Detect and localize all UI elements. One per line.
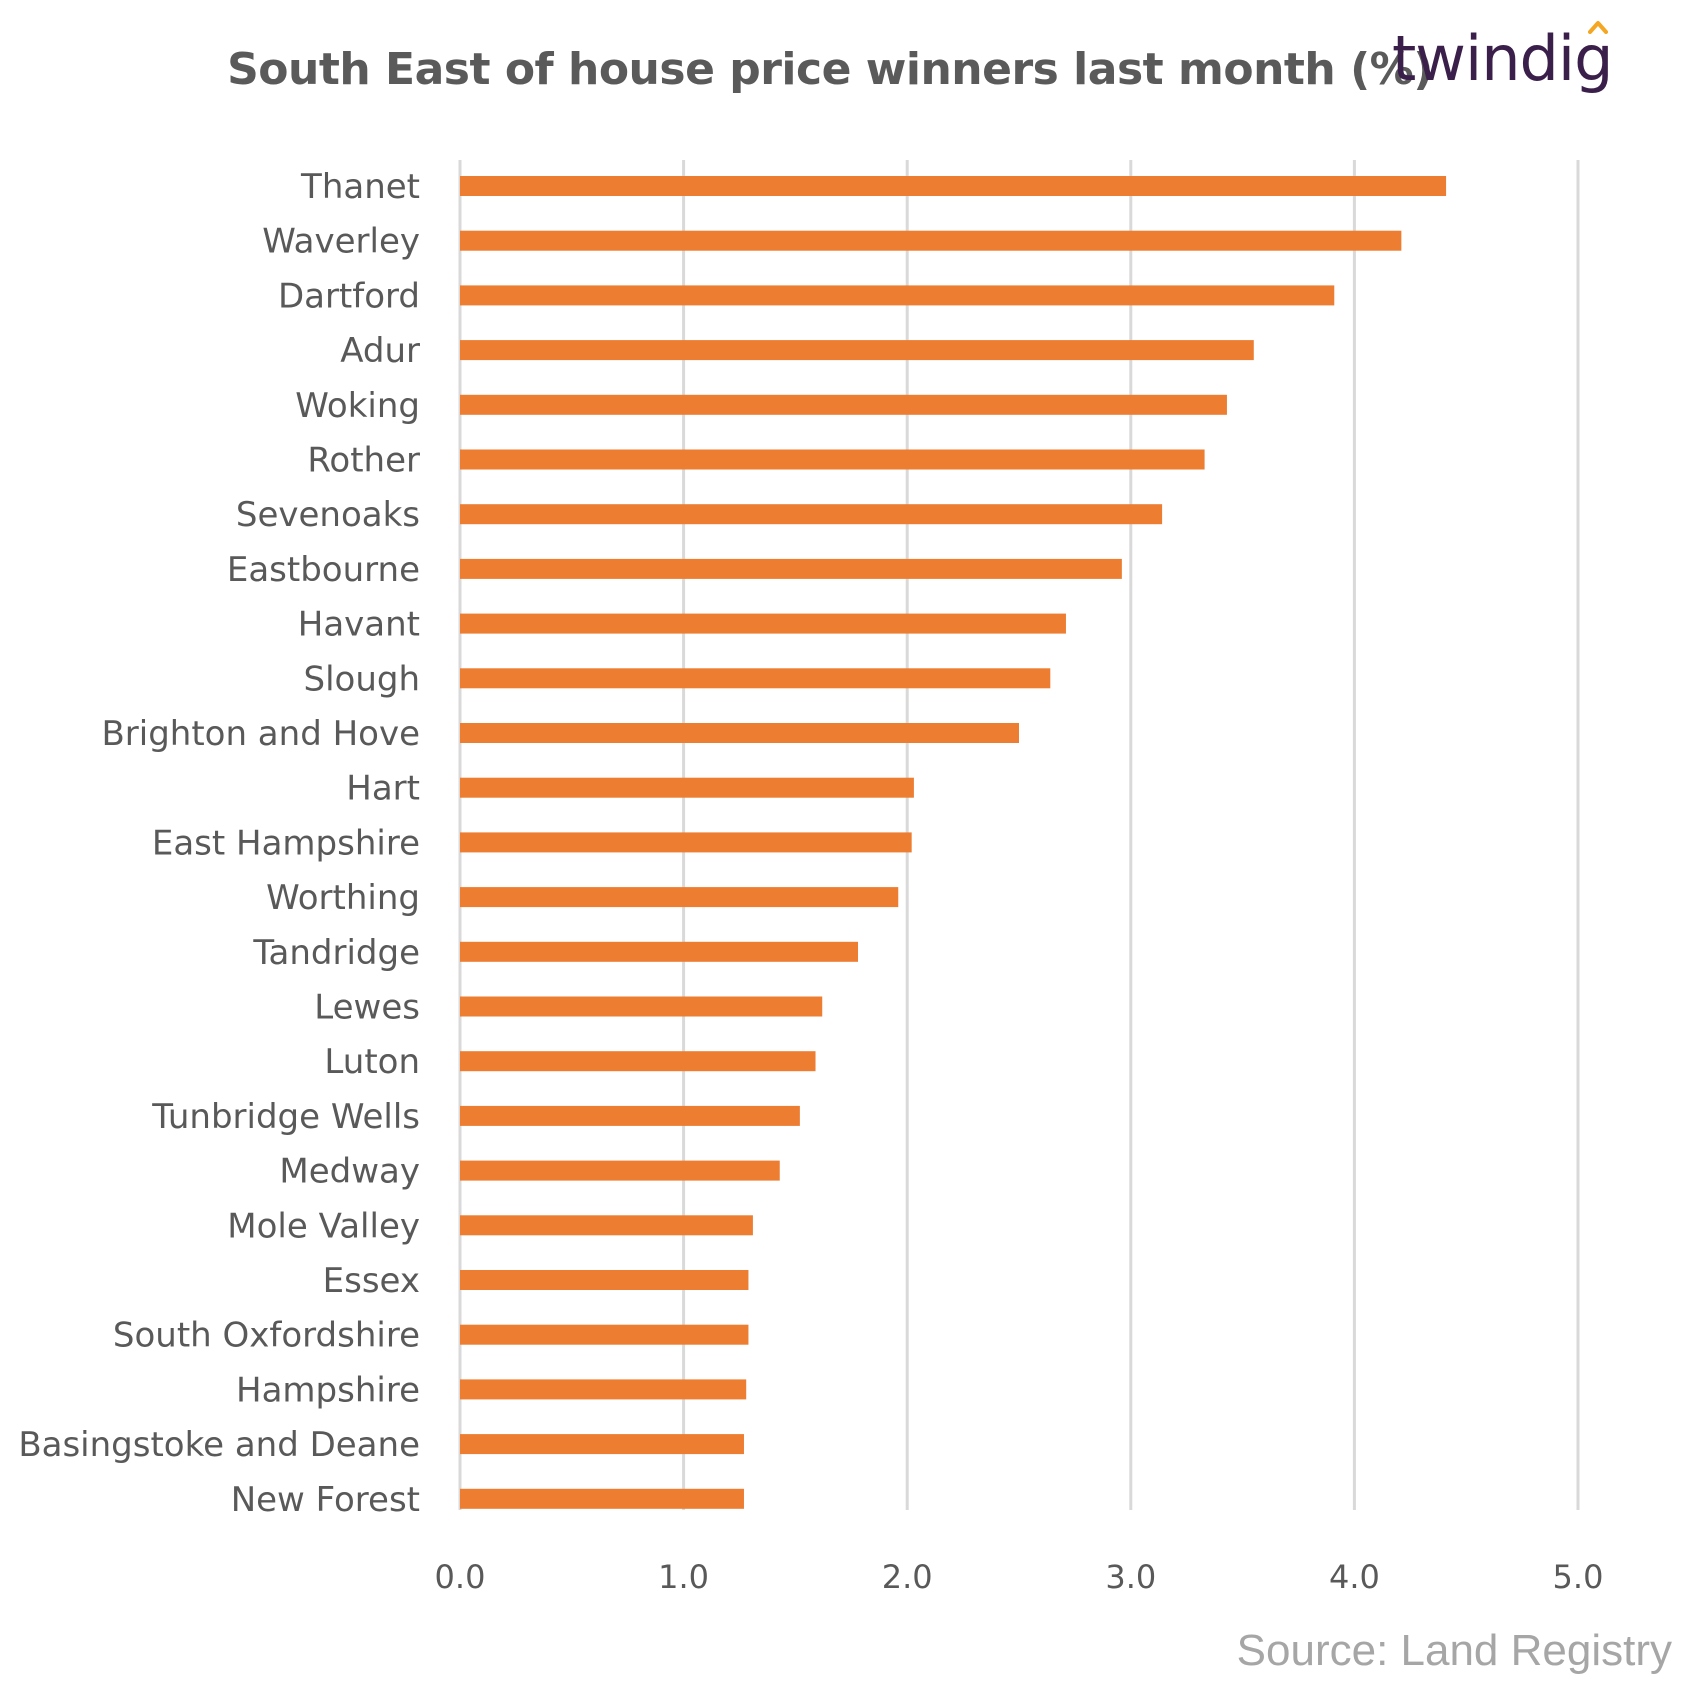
x-tick-labels: 0.0 1.0 2.0 3.0 4.0 5.0	[435, 1558, 1604, 1596]
bar	[460, 1215, 753, 1236]
category-label: Slough	[303, 659, 420, 699]
bar	[460, 504, 1163, 525]
category-label: Waverley	[262, 222, 420, 262]
bar	[460, 1488, 744, 1509]
category-label: Essex	[323, 1261, 420, 1301]
logo-text: twindig	[1392, 22, 1613, 95]
bar	[460, 613, 1066, 634]
bar	[460, 1270, 749, 1290]
category-label: Basingstoke and Deane	[18, 1425, 420, 1465]
x-tick-label: 1.0	[658, 1558, 709, 1596]
bar	[460, 558, 1122, 579]
category-label: Lewes	[314, 988, 420, 1028]
bar	[460, 1160, 780, 1181]
bar	[460, 723, 1019, 743]
category-label: Luton	[324, 1042, 420, 1082]
bar	[460, 449, 1205, 470]
category-label: Mole Valley	[227, 1206, 420, 1246]
category-labels: Thanet Waverley Dartford Adur Woking Rother Se…	[18, 167, 420, 1520]
category-label: Tunbridge Wells	[151, 1097, 420, 1137]
category-label: Eastbourne	[227, 550, 420, 590]
category-label: Tandridge	[252, 933, 420, 973]
source-note: Source: Land Registry	[1236, 1626, 1672, 1675]
bar	[460, 1105, 800, 1126]
bar	[460, 1051, 816, 1072]
x-tick-label: 0.0	[435, 1558, 486, 1596]
twindig-logo: twindig	[1392, 14, 1672, 104]
bar	[460, 176, 1447, 196]
bar	[460, 832, 912, 853]
category-label: Thanet	[300, 167, 420, 207]
bar-chart: Thanet Waverley Dartford Adur Woking Rother Se…	[18, 160, 1604, 1596]
x-tick-label: 5.0	[1553, 1558, 1604, 1596]
category-label: Sevenoaks	[236, 495, 420, 535]
chart-title: South East of house price winners last m…	[227, 44, 1433, 95]
category-label: East Hampshire	[152, 823, 420, 863]
category-label: Hampshire	[236, 1370, 420, 1410]
category-label: Woking	[295, 386, 420, 426]
category-label: Dartford	[278, 276, 420, 316]
category-label: South Oxfordshire	[113, 1316, 420, 1356]
category-label: Worthing	[266, 878, 420, 918]
bar	[460, 777, 914, 798]
bar	[460, 996, 823, 1017]
bars	[460, 176, 1447, 1509]
bar	[460, 340, 1254, 361]
bar	[460, 1324, 749, 1345]
category-label: Rother	[307, 441, 420, 481]
category-label: Havant	[298, 605, 420, 645]
bar	[460, 394, 1227, 415]
logo-roof-icon	[1588, 21, 1608, 34]
bar	[460, 285, 1335, 306]
x-tick-label: 3.0	[1105, 1558, 1156, 1596]
x-tick-label: 4.0	[1329, 1558, 1380, 1596]
category-label: Medway	[279, 1152, 420, 1192]
bar	[460, 230, 1402, 251]
bar	[460, 1434, 744, 1455]
category-label: Adur	[340, 331, 420, 371]
bar	[460, 941, 859, 962]
category-label: Brighton and Hove	[101, 714, 420, 754]
bar	[460, 887, 899, 908]
x-tick-label: 2.0	[882, 1558, 933, 1596]
bar	[460, 1379, 747, 1400]
category-label: New Forest	[231, 1480, 420, 1520]
bar	[460, 668, 1051, 689]
category-label: Hart	[346, 769, 420, 809]
